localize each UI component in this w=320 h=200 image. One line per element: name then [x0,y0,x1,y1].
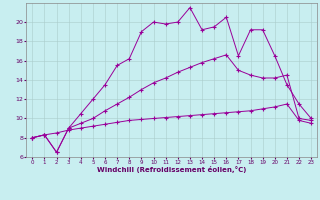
X-axis label: Windchill (Refroidissement éolien,°C): Windchill (Refroidissement éolien,°C) [97,166,246,173]
